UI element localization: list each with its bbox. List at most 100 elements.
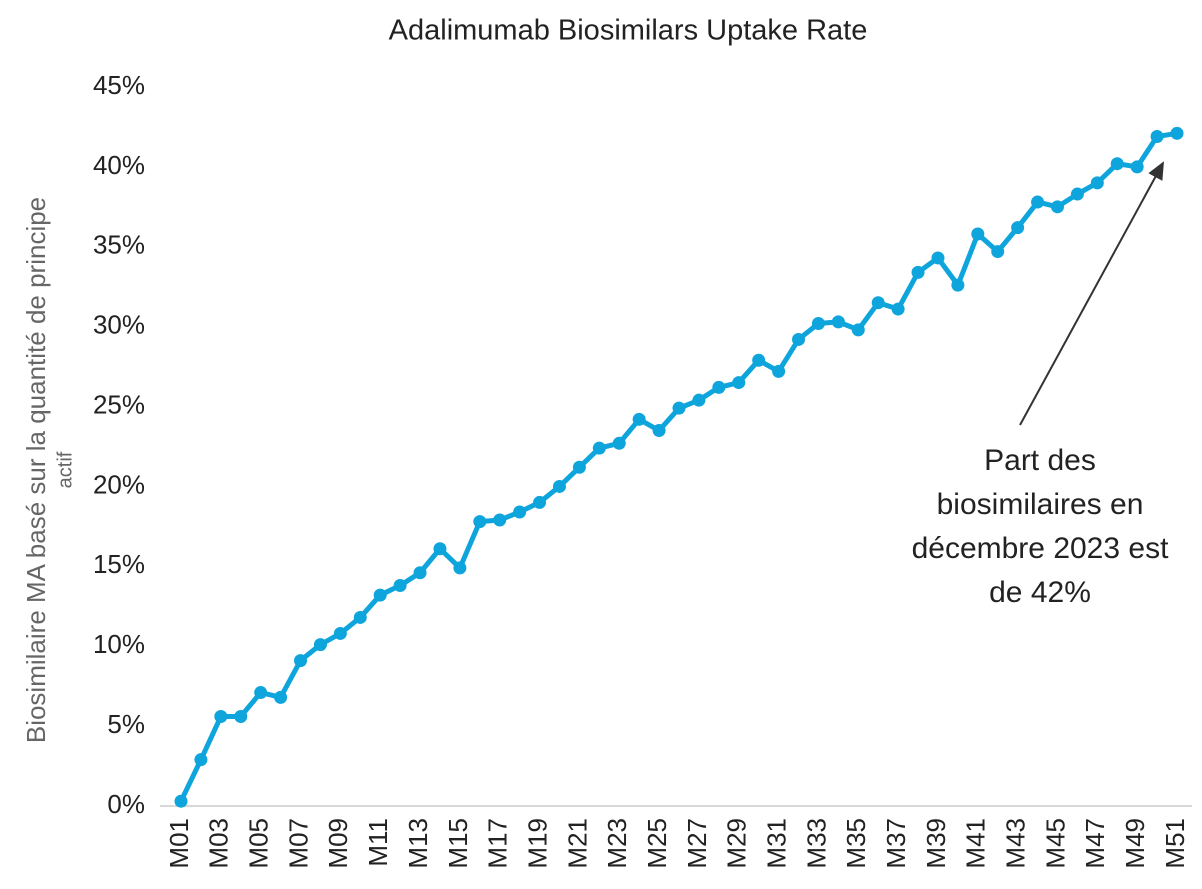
data-point xyxy=(533,495,547,509)
data-point xyxy=(493,513,507,527)
x-tick: M15 xyxy=(443,818,473,869)
y-tick-label: 35% xyxy=(93,230,145,260)
x-tick-label: M25 xyxy=(642,818,672,869)
data-point xyxy=(712,380,726,394)
data-point xyxy=(951,278,965,292)
data-point xyxy=(1130,160,1144,174)
data-point xyxy=(752,353,766,367)
x-tick-label: M15 xyxy=(443,818,473,869)
x-tick: M45 xyxy=(1040,818,1070,869)
data-point xyxy=(373,588,387,602)
x-tick-label: M01 xyxy=(164,818,194,869)
x-tick: M17 xyxy=(483,818,513,869)
data-point xyxy=(393,579,407,593)
data-point xyxy=(413,566,427,580)
data-point xyxy=(174,794,188,808)
annotation-text: Part des xyxy=(984,444,1096,477)
x-tick: M35 xyxy=(841,818,871,869)
x-tick: M43 xyxy=(1001,818,1031,869)
data-point xyxy=(971,227,985,241)
data-point xyxy=(1031,195,1045,209)
x-tick: M33 xyxy=(801,818,831,869)
x-tick-label: M27 xyxy=(682,818,712,869)
data-point xyxy=(313,638,327,652)
x-tick: M37 xyxy=(881,818,911,869)
data-point xyxy=(732,376,746,390)
data-point xyxy=(433,542,447,556)
x-tick: M07 xyxy=(283,818,313,869)
y-tick-label: 25% xyxy=(93,389,145,419)
x-tick: M41 xyxy=(961,818,991,869)
data-point xyxy=(1090,176,1104,190)
data-point xyxy=(931,251,945,265)
x-tick-label: M45 xyxy=(1040,818,1070,869)
x-tick: M11 xyxy=(363,818,393,867)
data-point xyxy=(1110,157,1124,171)
data-point xyxy=(274,690,288,704)
data-point xyxy=(234,710,248,724)
x-tick: M19 xyxy=(522,818,552,869)
x-tick-label: M19 xyxy=(522,818,552,869)
y-tick-label: 40% xyxy=(93,150,145,180)
data-point xyxy=(612,436,626,450)
x-tick-label: M37 xyxy=(881,818,911,869)
x-tick-label: M21 xyxy=(562,818,592,869)
data-point xyxy=(672,401,686,415)
data-point xyxy=(513,505,527,519)
x-tick: M31 xyxy=(761,818,791,869)
x-tick-label: M23 xyxy=(602,818,632,869)
x-tick: M29 xyxy=(722,818,752,869)
y-axis-label-line: actif xyxy=(54,451,76,488)
annotation-text: biosimilaires en xyxy=(937,488,1144,521)
data-point xyxy=(991,245,1005,259)
y-tick-label: 0% xyxy=(107,789,145,819)
chart-title: Adalimumab Biosimilars Uptake Rate xyxy=(389,15,868,47)
data-point xyxy=(792,332,806,346)
x-tick: M39 xyxy=(921,818,951,869)
x-tick-label: M51 xyxy=(1160,818,1190,869)
data-point xyxy=(632,412,646,426)
annotation-arrow xyxy=(1019,161,1164,426)
x-tick-label: M13 xyxy=(403,818,433,869)
data-point xyxy=(254,686,268,700)
y-tick-label: 45% xyxy=(93,70,145,100)
x-tick-label: M05 xyxy=(244,818,274,869)
y-tick-label: 5% xyxy=(107,709,145,739)
y-tick-label: 20% xyxy=(93,469,145,499)
data-point xyxy=(194,753,208,767)
y-tick-label: 10% xyxy=(93,629,145,659)
x-tick: M49 xyxy=(1120,818,1150,869)
data-point xyxy=(692,393,706,407)
x-tick: M51 xyxy=(1160,818,1190,869)
data-point xyxy=(473,515,487,529)
y-tick-label: 30% xyxy=(93,310,145,340)
x-tick-label: M11 xyxy=(363,818,393,867)
data-point xyxy=(1011,221,1025,235)
data-point xyxy=(811,316,825,330)
x-tick: M25 xyxy=(642,818,672,869)
annotation-text: de 42% xyxy=(989,576,1091,609)
data-point xyxy=(1070,187,1084,201)
x-tick-label: M17 xyxy=(483,818,513,869)
x-tick: M05 xyxy=(244,818,274,869)
data-point xyxy=(871,296,885,310)
x-tick: M23 xyxy=(602,818,632,869)
x-tick-label: M31 xyxy=(761,818,791,869)
data-point xyxy=(214,710,228,724)
y-axis-label: Biosimilaire MA basé sur la quantité de … xyxy=(21,197,76,743)
x-tick: M27 xyxy=(682,818,712,869)
x-tick-label: M33 xyxy=(801,818,831,869)
x-tick-label: M07 xyxy=(283,818,313,869)
x-tick: M09 xyxy=(323,818,353,869)
data-point xyxy=(333,626,347,640)
x-tick: M01 xyxy=(164,818,194,869)
x-tick: M03 xyxy=(204,818,234,869)
x-tick-label: M29 xyxy=(722,818,752,869)
data-point xyxy=(772,364,786,378)
x-tick-label: M35 xyxy=(841,818,871,869)
x-tick-label: M47 xyxy=(1080,818,1110,869)
data-point xyxy=(1050,200,1064,214)
data-point xyxy=(911,265,925,279)
y-axis-label-line: Biosimilaire MA basé sur la quantité de … xyxy=(21,197,51,743)
